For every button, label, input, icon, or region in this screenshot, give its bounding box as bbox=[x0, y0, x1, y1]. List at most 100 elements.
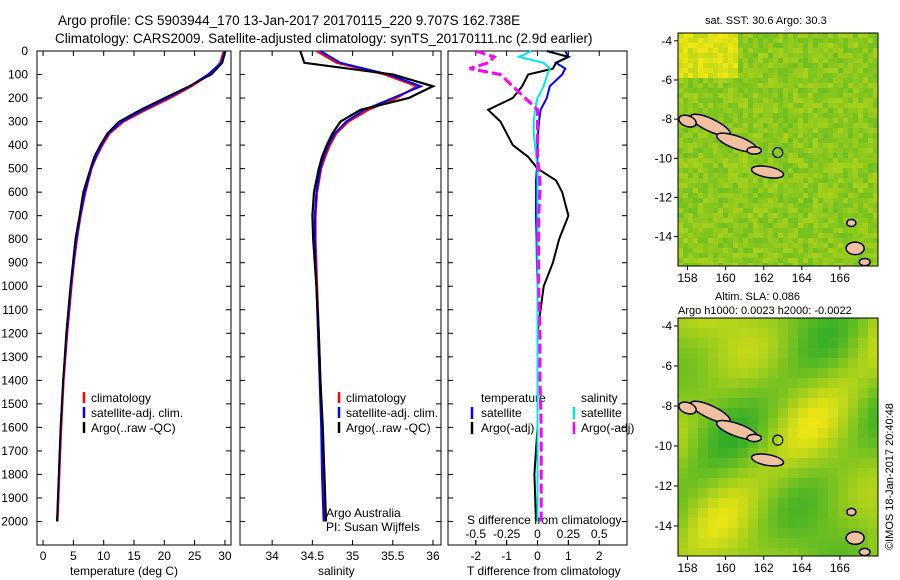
island bbox=[746, 146, 763, 155]
depth-tick-label: 800 bbox=[8, 232, 28, 246]
sla-map-panel: Altim. SLA: 0.086 Argo h1000: 0.0023 h20… bbox=[655, 291, 879, 575]
lat-tick-label: -4 bbox=[661, 319, 672, 333]
temperature-line-satellite-adj. bbox=[56, 50, 226, 522]
depth-tick-label: 1200 bbox=[1, 326, 28, 340]
island bbox=[846, 507, 857, 517]
x-tick-label: 0 bbox=[40, 549, 47, 563]
x-tick-label: 20 bbox=[158, 549, 172, 563]
temperature-line-argo bbox=[56, 50, 227, 522]
argo-australia-label: Argo Australia bbox=[326, 506, 401, 520]
x-tick-label: -1 bbox=[501, 549, 512, 563]
lon-tick-label: 166 bbox=[830, 271, 850, 285]
depth-tick-label: 500 bbox=[8, 162, 28, 176]
salinity-xlabel: salinity bbox=[318, 564, 355, 578]
island bbox=[846, 218, 857, 228]
pi-label: PI: Susan Wijffels bbox=[326, 520, 420, 534]
x-tick-label: 0 bbox=[534, 549, 541, 563]
x-tick-label: 35.5 bbox=[381, 549, 405, 563]
map-field bbox=[678, 33, 878, 266]
x-tick-label: 5 bbox=[70, 549, 77, 563]
depth-tick-label: 1900 bbox=[1, 491, 28, 505]
lon-tick-label: 158 bbox=[678, 561, 698, 575]
map-field bbox=[678, 318, 878, 556]
lon-tick-label: 160 bbox=[716, 271, 736, 285]
sla-map-subtitle: Argo h1000: 0.0023 h2000: -0.0022 bbox=[678, 305, 852, 317]
x-tick-label: 2 bbox=[596, 549, 603, 563]
x2-tick-label: -0.25 bbox=[493, 527, 521, 541]
lon-tick-label: 162 bbox=[754, 271, 774, 285]
legend-temperature-header: temperature bbox=[481, 391, 546, 405]
island bbox=[678, 114, 697, 128]
depth-tick-label: 200 bbox=[8, 91, 28, 105]
sst-map-panel: sat. SST: 30.6 Argo: 30.3 158 160 162 164 16… bbox=[655, 15, 879, 285]
lat-tick-label: -14 bbox=[655, 230, 673, 244]
x2-tick-label: 0 bbox=[534, 527, 541, 541]
x2-tick-label: -0.5 bbox=[465, 527, 486, 541]
legend-label: climatology bbox=[346, 391, 406, 405]
lon-tick-label: 166 bbox=[830, 561, 850, 575]
title-line1: Argo profile: CS 5903944_170 13-Jan-2017… bbox=[58, 13, 520, 28]
salinity-axes-box bbox=[239, 50, 442, 546]
lon-tick-label: 164 bbox=[792, 271, 812, 285]
island bbox=[746, 433, 763, 443]
t-diff-xlabel: T difference from climatology bbox=[467, 564, 621, 578]
x-tick-label: 25 bbox=[188, 549, 202, 563]
lat-tick-label: -12 bbox=[655, 190, 673, 204]
island bbox=[678, 401, 697, 415]
x-tick-label: 10 bbox=[97, 549, 111, 563]
lat-tick-label: -12 bbox=[655, 479, 673, 493]
legend-t-sat: satellite bbox=[481, 406, 522, 420]
legend-salinity-header: salinity bbox=[581, 391, 618, 405]
temperature-axes-box bbox=[36, 50, 232, 546]
depth-tick-label: 0 bbox=[21, 44, 28, 58]
depth-tick-label: 1600 bbox=[1, 420, 28, 434]
island bbox=[845, 241, 865, 256]
legend-label: satellite-adj. clim. bbox=[91, 406, 183, 420]
salinity-line-satellite-adj. bbox=[313, 50, 424, 522]
lat-tick-label: -14 bbox=[655, 519, 673, 533]
x-tick-label: -2 bbox=[470, 549, 481, 563]
diff-line-s-argo-adj- bbox=[469, 49, 543, 522]
depth-tick-label: 1300 bbox=[1, 350, 28, 364]
legend-s-sat: satellite bbox=[581, 406, 622, 420]
s-diff-xlabel: S difference from climatology bbox=[467, 513, 622, 527]
island bbox=[858, 257, 871, 267]
lon-tick-label: 164 bbox=[792, 561, 812, 575]
salinity-panel: salinity Argo Australia PI: Susan Wijffe… bbox=[239, 50, 442, 578]
title-line2: Climatology: CARS2009. Satellite-adjuste… bbox=[55, 31, 593, 46]
lat-tick-label: -10 bbox=[655, 439, 673, 453]
depth-tick-label: 1400 bbox=[1, 373, 28, 387]
map-frame bbox=[677, 317, 879, 557]
map-frame bbox=[677, 32, 879, 267]
x-tick-label: 34 bbox=[265, 549, 279, 563]
argo-location-marker bbox=[772, 146, 784, 159]
island bbox=[858, 547, 871, 557]
x-tick-label: 36 bbox=[426, 549, 440, 563]
legend-t-argo: Argo(-adj) bbox=[481, 421, 534, 435]
depth-tick-label: 100 bbox=[8, 68, 28, 82]
island bbox=[750, 453, 785, 467]
depth-tick-label: 900 bbox=[8, 256, 28, 270]
legend-s-argo: Argo(-adj) bbox=[581, 421, 634, 435]
x-tick-label: 15 bbox=[127, 549, 141, 563]
footer-credit: ©IMOS 18-Jan-2017 20:40:48 bbox=[884, 403, 896, 550]
lat-tick-label: -10 bbox=[655, 151, 673, 165]
x2-tick-label: 0.25 bbox=[557, 527, 581, 541]
lat-tick-label: -6 bbox=[661, 73, 672, 87]
salinity-line-climatology bbox=[314, 50, 420, 522]
x-tick-label: 35 bbox=[346, 549, 360, 563]
lat-tick-label: -6 bbox=[661, 359, 672, 373]
depth-tick-label: 700 bbox=[8, 209, 28, 223]
x-tick-label: 1 bbox=[565, 549, 572, 563]
island bbox=[845, 530, 865, 546]
argo-location-marker bbox=[772, 434, 784, 446]
depth-tick-label: 2000 bbox=[1, 514, 28, 528]
depth-tick-label: 1500 bbox=[1, 397, 28, 411]
legend-label: climatology bbox=[91, 391, 151, 405]
depth-tick-label: 1700 bbox=[1, 444, 28, 458]
lon-tick-label: 162 bbox=[754, 561, 774, 575]
island bbox=[750, 165, 785, 179]
depth-tick-label: 300 bbox=[8, 115, 28, 129]
